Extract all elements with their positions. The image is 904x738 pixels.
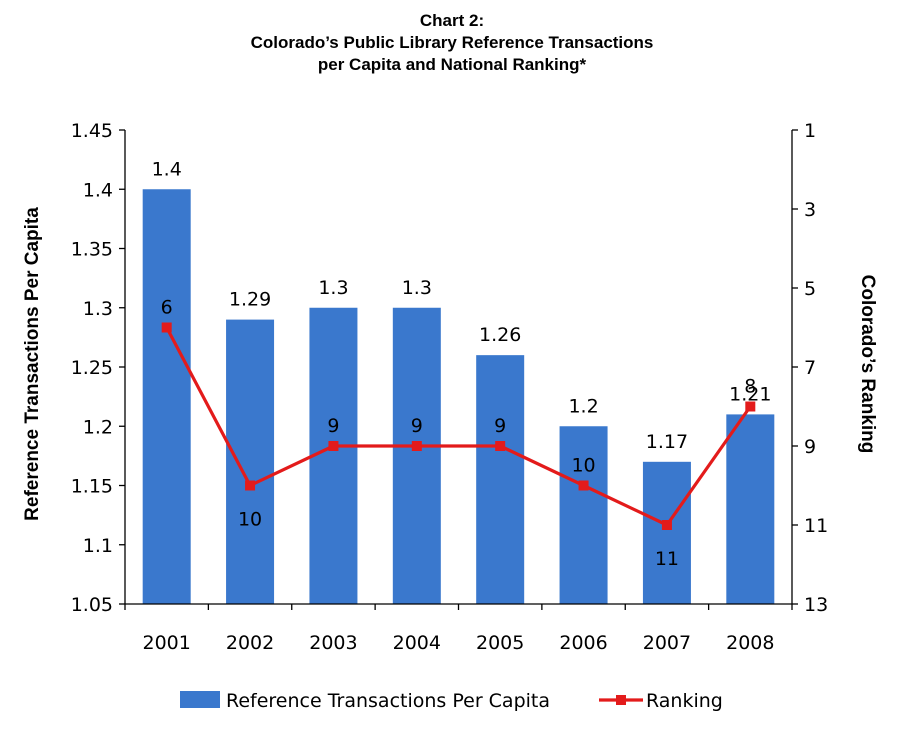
- y2-tick-label: 11: [804, 515, 828, 537]
- y-tick-label: 1.35: [71, 239, 113, 261]
- ranking-point-2006: [578, 480, 589, 491]
- bar-value-label-2007: 1.17: [646, 431, 688, 453]
- legend: Reference Transactions Per Capita Rankin…: [180, 690, 723, 712]
- y-tick-label: 1.4: [83, 179, 113, 201]
- y-tick-label: 1.45: [71, 120, 113, 142]
- ranking-point-2007: [661, 520, 672, 530]
- bar-2004: [392, 307, 441, 604]
- ranking-point-2004: [411, 441, 422, 451]
- bar-2002: [226, 319, 275, 604]
- ranking-series: [161, 322, 756, 530]
- legend-bar-label: Reference Transactions Per Capita: [226, 690, 550, 712]
- ranking-point-2002: [245, 480, 256, 491]
- ranking-value-label-2001: 6: [161, 297, 173, 319]
- x-tick-label-2005: 2005: [476, 632, 524, 654]
- y-tick-label: 1.1: [83, 535, 113, 557]
- y2-tick-label: 9: [804, 436, 816, 458]
- bar-2005: [476, 355, 525, 604]
- x-tick-label-2003: 2003: [309, 632, 357, 654]
- bar-value-label-2005: 1.26: [479, 324, 521, 346]
- chart-axes: [119, 129, 798, 610]
- bar-value-label-2008: 1.21: [729, 383, 771, 405]
- ranking-value-label-2004: 9: [411, 415, 423, 437]
- y2-tick-label: 3: [804, 199, 816, 221]
- chart-title-line-3: per Capita and National Ranking*: [317, 55, 587, 74]
- bar-2008: [726, 414, 775, 604]
- y-tick-label: 1.25: [71, 357, 113, 379]
- bar-2001: [142, 189, 191, 604]
- legend-line-label: Ranking: [646, 690, 723, 712]
- bar-value-label-2003: 1.3: [318, 277, 348, 299]
- ranking-value-label-2002: 10: [238, 509, 262, 531]
- data-labels: 1.4 1.29 1.3 1.3 1.26 1.2 1.17 1.21 6 10 9 9 9 10 11 8: [152, 158, 772, 570]
- y-tick-label: 1.2: [83, 416, 113, 438]
- x-tick-label-2007: 2007: [643, 632, 691, 654]
- y-tick-label: 1.15: [71, 476, 113, 498]
- tick-labels: 1.451.41.351.31.251.21.151.11.0513579111…: [71, 120, 829, 654]
- chart-title-line-1: Chart 2:: [419, 11, 485, 30]
- bar-2007: [642, 461, 691, 604]
- bar-2006: [559, 426, 608, 604]
- bar-value-label-2004: 1.3: [402, 277, 432, 299]
- ranking-line: [165, 326, 752, 527]
- bar-value-label-2002: 1.29: [229, 289, 271, 311]
- y2-tick-label: 5: [804, 278, 816, 300]
- ranking-value-label-2008: 8: [744, 376, 756, 398]
- y-tick-label: 1.05: [71, 594, 113, 616]
- bar-2003: [309, 307, 358, 604]
- legend-line-marker: [616, 695, 626, 705]
- ranking-value-label-2003: 9: [327, 415, 339, 437]
- x-tick-label-2006: 2006: [559, 632, 607, 654]
- ranking-point-2001: [161, 322, 172, 333]
- ranking-value-label-2007: 11: [655, 548, 679, 570]
- ranking-point-2005: [495, 441, 506, 451]
- y-axis-title: Reference Transactions Per Capita: [22, 207, 43, 521]
- x-tick-label-2001: 2001: [143, 632, 191, 654]
- y-tick-label: 1.3: [83, 298, 113, 320]
- bar-value-label-2006: 1.2: [568, 395, 598, 417]
- x-tick-label-2002: 2002: [226, 632, 274, 654]
- bar-value-label-2001: 1.4: [152, 158, 182, 180]
- y2-tick-label: 1: [804, 120, 816, 142]
- chart-title: Chart 2: Colorado’s Public Library Refer…: [0, 10, 904, 76]
- ranking-value-label-2005: 9: [494, 415, 506, 437]
- y2-axis-title: Colorado’s Ranking: [857, 275, 878, 454]
- legend-bar-swatch: [180, 691, 220, 708]
- bar-series: [142, 189, 775, 604]
- y2-tick-label: 13: [804, 594, 828, 616]
- x-tick-label-2008: 2008: [726, 632, 774, 654]
- ranking-point-2003: [328, 441, 339, 451]
- x-tick-label-2004: 2004: [393, 632, 441, 654]
- ranking-value-label-2006: 10: [571, 455, 595, 477]
- chart-title-line-2: Colorado’s Public Library Reference Tran…: [250, 33, 654, 52]
- y2-tick-label: 7: [804, 357, 816, 379]
- ranking-point-2008: [745, 401, 756, 412]
